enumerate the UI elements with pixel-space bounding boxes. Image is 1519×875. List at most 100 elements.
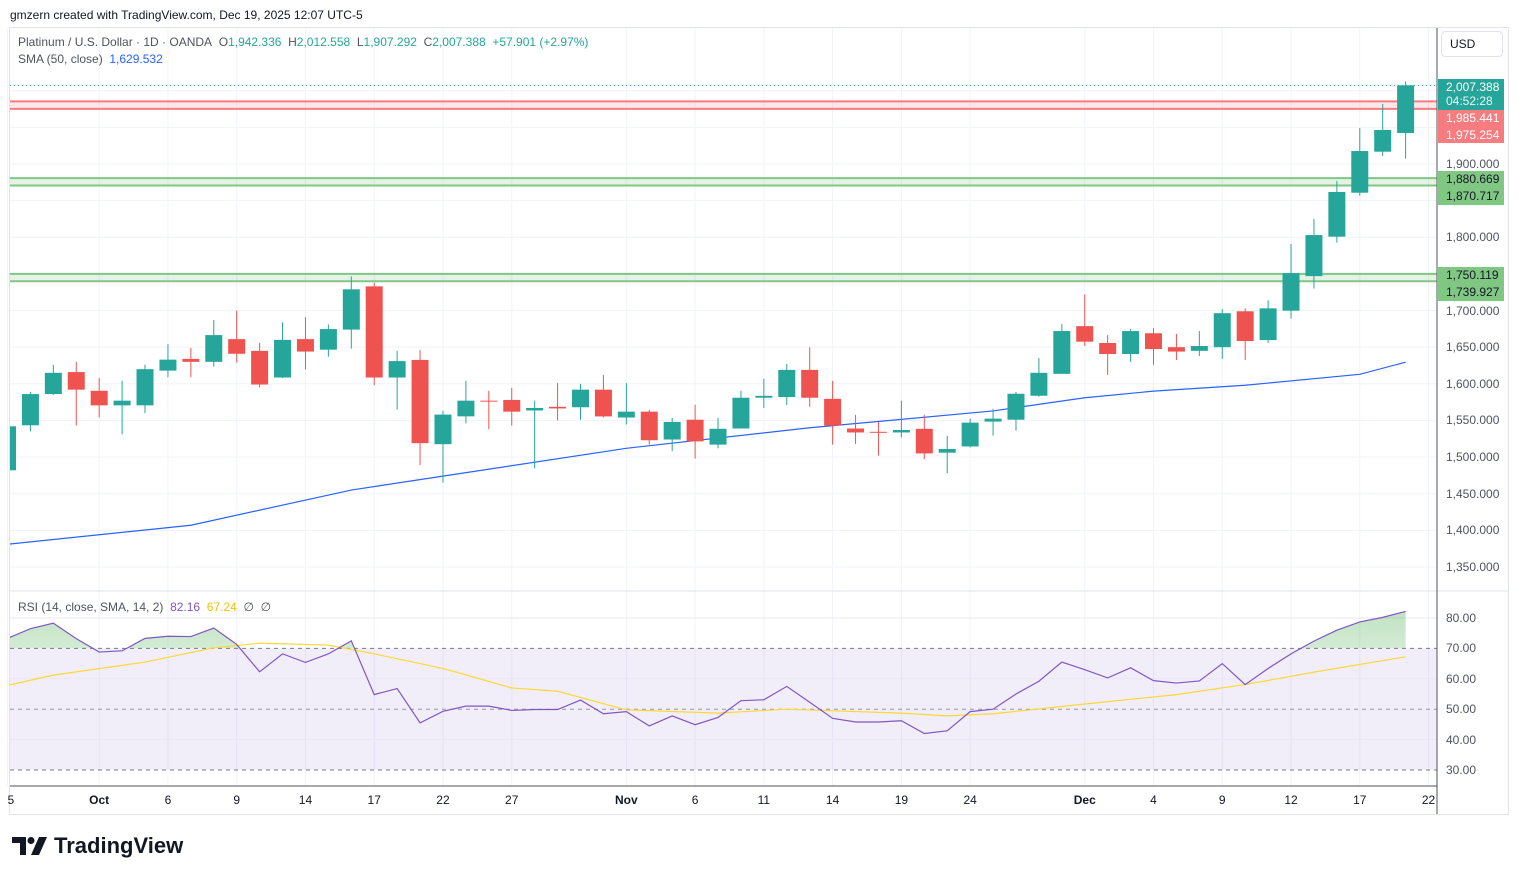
candle <box>1007 391 1025 431</box>
candle <box>1282 244 1300 319</box>
candle-body <box>594 389 612 417</box>
candle-body <box>113 400 131 406</box>
candle-body <box>1076 326 1094 342</box>
rsi-tick-label: 40.00 <box>1446 732 1477 747</box>
candle-body <box>961 422 979 447</box>
candle-body <box>778 369 796 397</box>
support-2-top: 1,750.119 <box>1446 268 1499 282</box>
candle <box>1167 333 1185 360</box>
candle <box>663 417 681 452</box>
rsi-value: 82.16 <box>170 600 201 614</box>
price-tick-label: 1,900.000 <box>1446 157 1500 171</box>
candle <box>1397 81 1415 159</box>
candle-body <box>1053 331 1071 374</box>
bar-countdown: 04:52:28 <box>1446 94 1493 108</box>
candle <box>274 322 292 378</box>
time-tick-label: 27 <box>505 793 519 807</box>
candle-body <box>709 428 727 445</box>
candles-layer <box>10 81 1415 483</box>
candle-body <box>1007 393 1025 420</box>
time-tick-label: 17 <box>367 793 381 807</box>
candle <box>1328 180 1346 243</box>
logo-text: TradingView <box>54 833 184 858</box>
symbol-name[interactable]: Platinum / U.S. Dollar · 1D · OANDA <box>18 35 213 49</box>
candle <box>342 276 360 349</box>
rsi-overbought-fill <box>10 611 1406 649</box>
candle-body <box>549 406 567 409</box>
symbol-legend: Platinum / U.S. Dollar · 1D · OANDA O1,9… <box>18 35 588 49</box>
currency-button[interactable]: USD <box>1441 31 1503 57</box>
price-tick-label: 1,400.000 <box>1446 523 1500 538</box>
support-zone-2-fill <box>10 273 1437 282</box>
resistance-zone-tag: 1,985.441 1,975.254 <box>1438 110 1504 143</box>
rsi-extra-2: ∅ <box>260 600 272 614</box>
time-tick-label: 6 <box>164 793 172 807</box>
candle <box>1305 218 1323 289</box>
candle <box>755 378 773 408</box>
candle-body <box>869 431 887 433</box>
candle <box>457 380 475 424</box>
time-tick-label: 9 <box>233 793 241 807</box>
time-tick-label: 22 <box>436 793 450 807</box>
rsi-tick-label: 60.00 <box>1446 671 1477 686</box>
time-tick-label: 25 <box>0 793 15 807</box>
price-tick-label: 1,600.000 <box>1446 376 1500 391</box>
candle-body <box>228 339 246 354</box>
candle-body <box>319 329 337 350</box>
candle <box>205 320 223 367</box>
candle <box>961 418 979 448</box>
high-value: 2,012.558 <box>296 35 351 49</box>
rsi-legend[interactable]: RSI (14, close, SMA, 14, 2) 82.16 67.24 … <box>18 600 271 614</box>
candle <box>1236 308 1254 360</box>
candle <box>434 410 452 483</box>
price-tick-label: 1,550.000 <box>1446 413 1500 428</box>
support-zone-1-fill <box>10 178 1437 186</box>
high-label: H <box>288 35 297 49</box>
candle <box>296 317 314 370</box>
candle-body <box>1190 346 1208 351</box>
candle-body <box>296 339 314 352</box>
candle-body <box>1374 130 1392 152</box>
candle <box>67 361 85 426</box>
candle <box>182 347 200 378</box>
time-tick-label: Dec <box>1073 793 1096 807</box>
last-price: 2,007.388 <box>1446 80 1500 94</box>
tradingview-logo[interactable]: TradingView <box>12 833 183 859</box>
low-value: 1,907.292 <box>363 35 417 49</box>
candle-body <box>617 411 635 418</box>
price-tick-label: 1,450.000 <box>1446 486 1500 501</box>
price-tick-label: 1,350.000 <box>1446 559 1500 574</box>
price-zones <box>10 84 1437 283</box>
candle <box>1351 128 1369 196</box>
candle-body <box>1099 342 1117 354</box>
last-price-tag: 2,007.388 04:52:28 <box>1438 79 1504 110</box>
rsi-sma-value: 67.24 <box>206 600 237 614</box>
rsi-tick-label: 70.00 <box>1446 641 1477 656</box>
candle <box>1145 328 1162 365</box>
support-1-top: 1,880.669 <box>1446 172 1500 186</box>
candle-body <box>640 411 658 441</box>
candle <box>136 364 154 414</box>
close-label: C <box>423 35 433 49</box>
candle <box>915 414 933 460</box>
candle <box>824 380 842 445</box>
candle <box>411 350 429 466</box>
candle <box>801 347 819 407</box>
open-value: 1,942.336 <box>228 35 282 49</box>
candle-body <box>572 389 589 408</box>
candle-body <box>342 289 360 330</box>
time-tick-label: 12 <box>1284 793 1298 807</box>
candle-body <box>892 429 910 433</box>
candle-body <box>984 418 1002 422</box>
candle-body <box>1236 311 1254 342</box>
rsi-tick-label: 80.00 <box>1446 611 1477 625</box>
sma-legend[interactable]: SMA (50, close) 1,629.532 <box>18 52 163 66</box>
candle-body <box>755 395 773 398</box>
candle-body <box>159 359 177 371</box>
candle <box>847 414 865 444</box>
candle <box>1053 324 1071 374</box>
candle-body <box>847 428 865 433</box>
time-tick-label: 19 <box>894 793 909 807</box>
resistance-top: 1,985.441 <box>1446 111 1500 125</box>
